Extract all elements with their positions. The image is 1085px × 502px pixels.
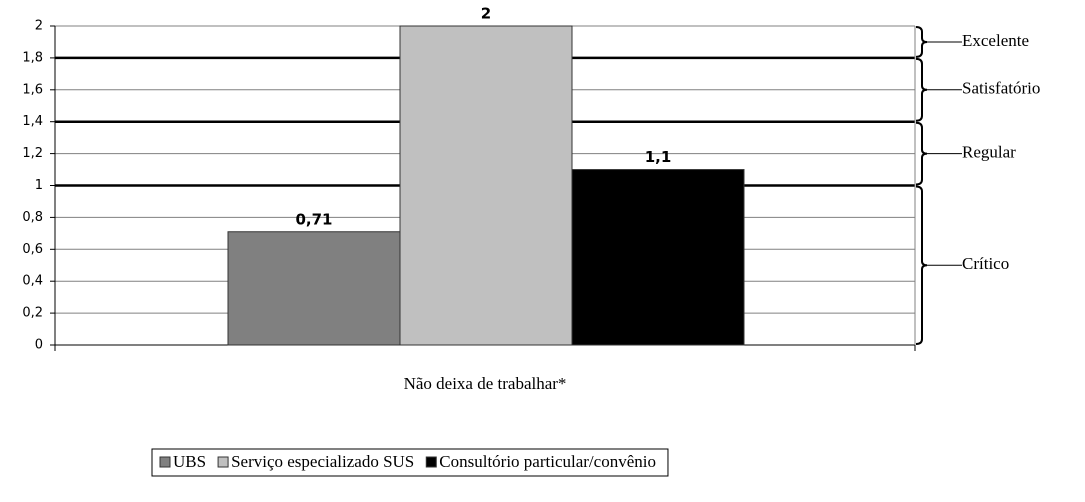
zone-label: Satisfatório bbox=[962, 79, 1040, 98]
bar bbox=[399, 25, 573, 346]
zone-label: Crítico bbox=[962, 254, 1009, 273]
zone-bracket bbox=[915, 121, 928, 186]
y-tick-label: 0,8 bbox=[22, 210, 43, 225]
value-label: 0,71 bbox=[295, 210, 332, 228]
y-tick-label: 1,4 bbox=[22, 114, 43, 129]
bar bbox=[227, 231, 401, 346]
y-tick-label: 1 bbox=[35, 178, 43, 193]
zone-bracket bbox=[915, 57, 928, 122]
value-label: 2 bbox=[481, 5, 491, 23]
zone-bracket bbox=[915, 26, 928, 58]
y-tick-label: 0,6 bbox=[22, 242, 43, 257]
legend-label: UBS bbox=[173, 452, 206, 471]
y-tick-label: 0,2 bbox=[22, 306, 43, 321]
y-tick-label: 1,6 bbox=[22, 82, 43, 97]
legend-swatch bbox=[159, 456, 171, 468]
bar bbox=[571, 169, 745, 346]
legend-swatch bbox=[217, 456, 229, 468]
zone-label: Regular bbox=[962, 143, 1016, 162]
legend-label: Serviço especializado SUS bbox=[231, 452, 414, 471]
zone-label: Excelente bbox=[962, 31, 1029, 50]
legend-label: Consultório particular/convênio bbox=[439, 452, 656, 471]
y-tick-label: 1,8 bbox=[22, 50, 43, 65]
legend bbox=[151, 448, 669, 477]
value-label: 1,1 bbox=[645, 148, 672, 166]
y-tick-label: 0 bbox=[35, 338, 43, 353]
y-tick-label: 0,4 bbox=[22, 274, 43, 289]
zone-bracket bbox=[915, 185, 928, 345]
x-tick-label: Não deixa de trabalhar* bbox=[404, 374, 567, 393]
y-tick-label: 1,2 bbox=[22, 146, 43, 161]
legend-swatch bbox=[425, 456, 437, 468]
y-tick-label: 2 bbox=[35, 19, 43, 34]
